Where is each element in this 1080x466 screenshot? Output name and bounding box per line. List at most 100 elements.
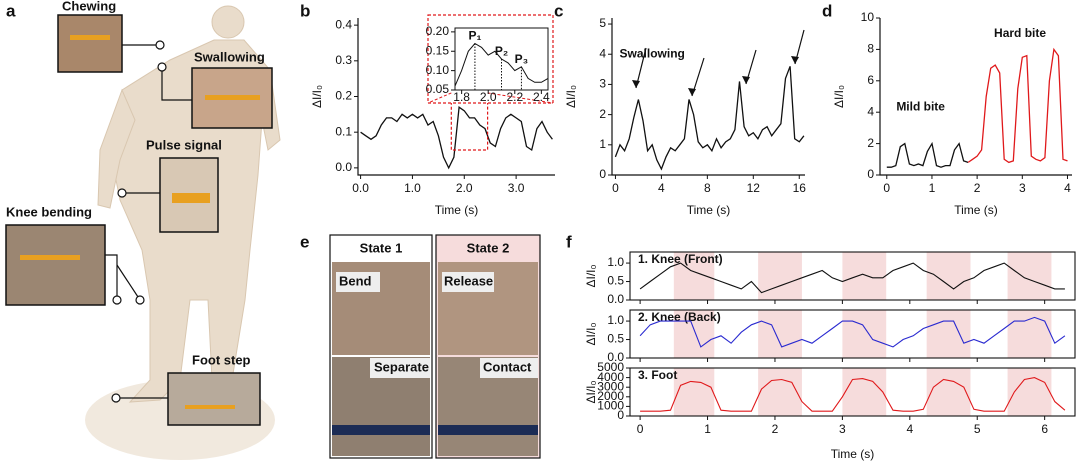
y-axis-label: ΔI/I₀: [310, 85, 324, 108]
y-axis-label: ΔI/I₀: [584, 322, 598, 345]
state-tag: Release: [444, 273, 493, 288]
x-tick-label: 5: [974, 422, 981, 436]
zoom-link: [487, 92, 554, 104]
y-tick-label: 4000: [597, 370, 624, 384]
x-tick-label: 12: [747, 181, 761, 195]
panel-label: a: [6, 1, 16, 20]
axis: [611, 18, 805, 176]
shaded-region: [1007, 310, 1052, 358]
callout-label: Swallowing: [194, 49, 265, 64]
panel-label: e: [300, 232, 309, 251]
sensors: [20, 35, 260, 409]
callout-label: Pulse signal: [146, 137, 222, 152]
y-tick-label: 1: [599, 137, 606, 151]
axes-frame: [629, 367, 1076, 417]
x-tick-label: 2: [974, 181, 981, 195]
shaded-region: [926, 310, 971, 358]
x-tick-label: 0: [637, 422, 644, 436]
x-tick-label: 16: [793, 181, 807, 195]
state-title: State 1: [360, 240, 403, 255]
y-tick-label: 2: [867, 136, 874, 150]
y-tick-label: 0.2: [335, 89, 352, 103]
flip-flop: [438, 425, 538, 435]
data-line: [639, 316, 1066, 348]
x-tick-label: 0: [883, 181, 890, 195]
state-title: State 2: [467, 240, 510, 255]
zoom-region: [450, 92, 489, 151]
y-tick-label: 5: [599, 16, 606, 30]
x-tick-label: 1: [704, 422, 711, 436]
x-axis-label: Time (s): [954, 203, 998, 217]
x-tick-label: 1.8: [453, 90, 470, 104]
axes-frame: [629, 251, 1076, 301]
shaded-region: [758, 252, 802, 300]
y-tick-label: 5000: [597, 360, 624, 374]
x-tick-label: 3: [839, 422, 846, 436]
arrow-head: [791, 56, 799, 64]
y-tick-label: 1.0: [607, 255, 624, 269]
callout-dots: [111, 40, 167, 403]
y-axis-label: ΔI/I₀: [584, 380, 598, 403]
tag-bg: [480, 358, 538, 378]
shaded-region: [926, 368, 971, 416]
y-tick-label: 3: [599, 77, 606, 91]
y-tick-label: 1000: [597, 399, 624, 413]
x-tick-label: 4: [906, 422, 913, 436]
tag-bg: [442, 272, 494, 292]
shaded-region: [758, 310, 802, 358]
x-tick-label: 3: [1019, 181, 1026, 195]
data-line: [360, 106, 553, 170]
y-tick-label: 10: [861, 10, 875, 24]
x-tick-label: 8: [704, 181, 711, 195]
x-tick-label: 1: [929, 181, 936, 195]
y-tick-label: 0: [617, 408, 624, 422]
x-axis-label: Time (s): [435, 203, 479, 217]
y-tick-label: 6: [867, 73, 874, 87]
axis: [879, 18, 1072, 176]
data-line: [967, 47, 1068, 164]
shaded-region: [842, 368, 887, 416]
y-tick-label: 3000: [597, 379, 624, 393]
x-tick-label: 2.0: [480, 90, 497, 104]
data-line: [454, 42, 549, 87]
shaded-region: [842, 310, 887, 358]
panel-label: f: [566, 232, 572, 251]
data-line: [639, 262, 1065, 294]
axes-frame: [629, 309, 1076, 359]
data-line: [614, 66, 805, 171]
y-tick-label: 0.0: [607, 350, 624, 364]
x-tick-label: 0: [612, 181, 619, 195]
callout-label: Chewing: [62, 0, 116, 13]
y-tick-label: 8: [867, 42, 874, 56]
x-tick-label: 4: [1064, 181, 1071, 195]
annotation: Hard bite: [994, 26, 1046, 40]
shaded-region: [926, 252, 971, 300]
annotation: P₂: [495, 44, 508, 58]
callout-label: Knee bending: [6, 204, 92, 219]
y-tick-label: 0.10: [426, 63, 450, 77]
subplot-title: 3. Foot: [638, 368, 677, 382]
x-tick-label: 3.0: [508, 181, 525, 195]
y-tick-label: 0.5: [607, 332, 624, 346]
subplot-title: 1. Knee (Front): [638, 252, 723, 266]
arrow-head: [688, 88, 696, 96]
shaded-region: [673, 252, 715, 300]
arrow-head: [742, 76, 750, 84]
y-tick-label: 0.0: [607, 292, 624, 306]
y-tick-label: 4: [867, 104, 874, 118]
y-tick-label: 0.0: [335, 160, 352, 174]
callout-label: Foot step: [192, 352, 251, 367]
y-tick-label: 0.20: [426, 24, 450, 38]
x-tick-label: 0.0: [352, 181, 369, 195]
shaded-region: [673, 368, 715, 416]
panel-label: b: [300, 1, 310, 20]
state-tag: Separate: [374, 359, 429, 374]
y-tick-label: 0.5: [607, 274, 624, 288]
y-tick-label: 0.05: [426, 82, 450, 96]
axis: [357, 18, 555, 176]
state-tag: Bend: [339, 273, 372, 288]
x-axis-label: Time (s): [831, 447, 875, 461]
x-tick-label: 2.2: [506, 90, 523, 104]
y-tick-label: 0: [867, 167, 874, 181]
shaded-region: [1007, 252, 1052, 300]
